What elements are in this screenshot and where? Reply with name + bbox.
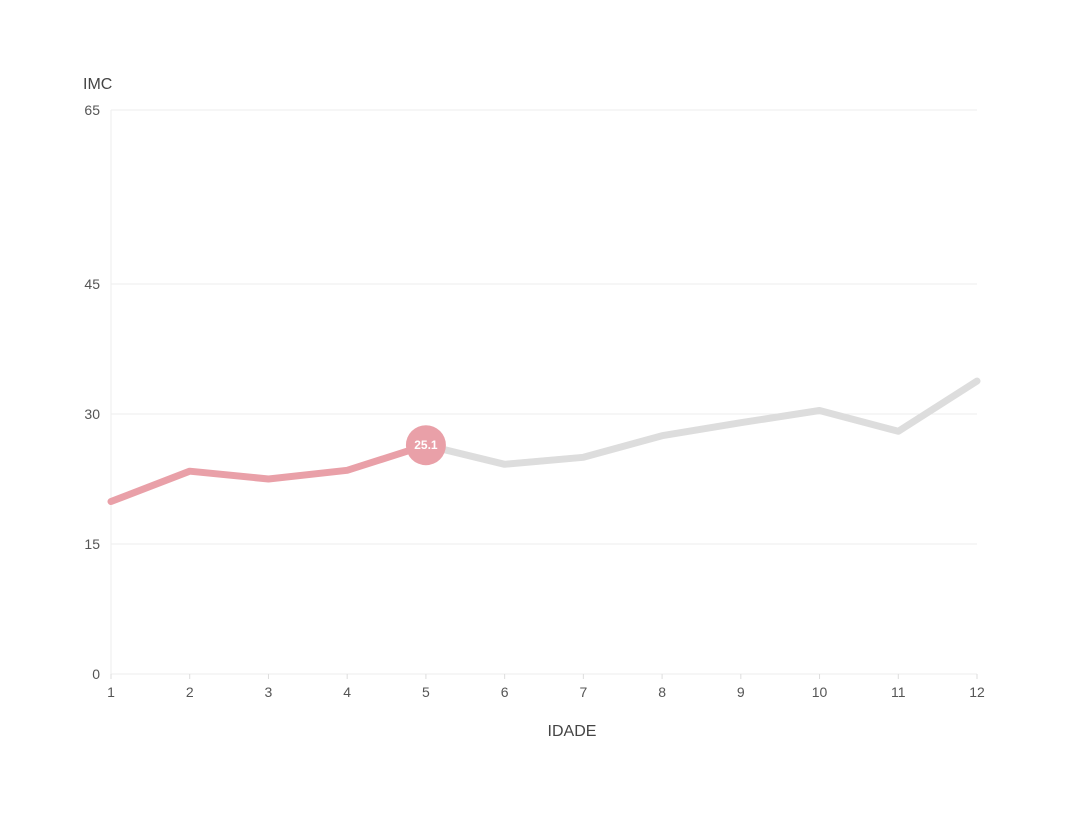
data-point [265,476,272,483]
x-axis-title: IDADE [548,723,597,740]
y-tick-label: 45 [84,276,100,292]
x-tick-label: 4 [343,684,351,700]
data-point [737,419,744,426]
y-tick-label: 0 [92,666,100,682]
x-tick-label: 2 [186,684,194,700]
series-line-highlight [107,441,430,505]
data-point [108,498,115,505]
data-point [895,428,902,435]
y-tick-label: 15 [84,536,100,552]
y-tick-label: 65 [84,102,100,118]
x-tick-label: 5 [422,684,430,700]
x-tick-label: 1 [107,684,115,700]
data-point [816,407,823,414]
x-tick-label: 7 [579,684,587,700]
current-value-marker [405,425,446,466]
annotations: 25.1 [405,425,446,466]
y-axis-title: IMC [83,76,112,93]
x-tick-label: 10 [812,684,828,700]
data-point [501,461,508,468]
grid [111,109,977,675]
x-tick-label: 12 [969,684,985,700]
data-point [659,432,666,439]
data-point [580,454,587,461]
data-point [186,468,193,475]
x-tick-label: 8 [658,684,666,700]
data-point [974,378,981,385]
x-tick-label: 6 [501,684,509,700]
series-line-rest [422,377,981,468]
current-value-label: 25.1 [414,438,438,452]
x-tick-label: 11 [891,684,906,700]
x-tick-label: 9 [737,684,745,700]
y-tick-label: 30 [84,406,100,422]
data-point [344,467,351,474]
series [107,377,981,505]
x-tick-label: 3 [265,684,273,700]
